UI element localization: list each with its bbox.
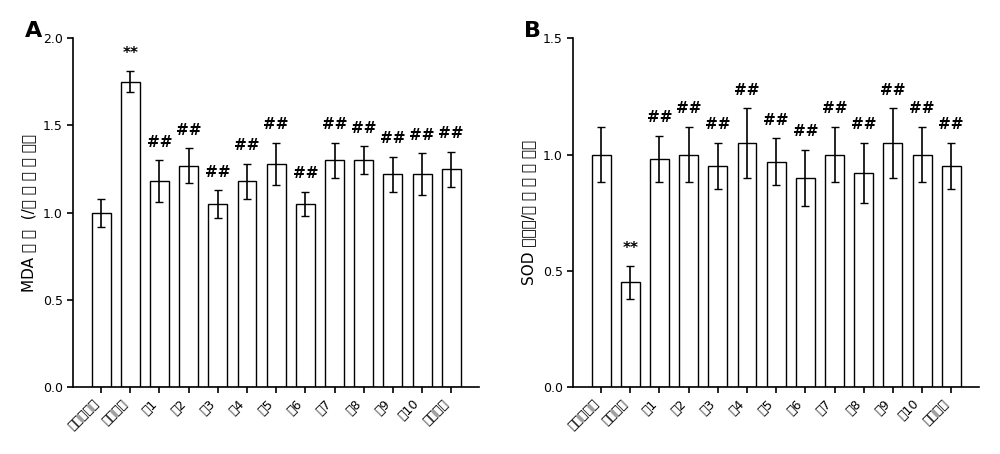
Bar bbox=[825, 154, 844, 387]
Bar bbox=[325, 160, 344, 387]
Bar bbox=[592, 154, 611, 387]
Bar bbox=[150, 181, 169, 387]
Text: ##: ## bbox=[938, 118, 964, 133]
Bar bbox=[383, 174, 402, 387]
Text: ##: ## bbox=[409, 128, 435, 143]
Bar bbox=[179, 166, 198, 387]
Text: ##: ## bbox=[705, 118, 731, 133]
Bar bbox=[650, 159, 669, 387]
Text: ##: ## bbox=[763, 113, 789, 128]
Bar bbox=[796, 178, 815, 387]
Bar bbox=[267, 164, 286, 387]
Bar bbox=[738, 143, 756, 387]
Bar bbox=[679, 154, 698, 387]
Bar bbox=[942, 166, 961, 387]
Text: B: B bbox=[524, 21, 541, 41]
Bar bbox=[92, 212, 111, 387]
Text: ##: ## bbox=[176, 123, 201, 138]
Text: ##: ## bbox=[793, 124, 818, 139]
Text: ##: ## bbox=[234, 138, 260, 153]
Bar bbox=[413, 174, 432, 387]
Text: ##: ## bbox=[909, 101, 935, 116]
Text: ##: ## bbox=[293, 166, 318, 181]
Text: **: ** bbox=[622, 241, 638, 256]
Text: ##: ## bbox=[322, 118, 347, 133]
Text: ##: ## bbox=[351, 121, 376, 136]
Text: ##: ## bbox=[380, 131, 406, 147]
Bar bbox=[442, 169, 461, 387]
Bar bbox=[121, 82, 140, 387]
Y-axis label: MDA 水 平  (/空 白 对 照 组）: MDA 水 平 (/空 白 对 照 组） bbox=[21, 133, 36, 291]
Bar bbox=[296, 204, 315, 387]
Bar bbox=[767, 162, 786, 387]
Text: ##: ## bbox=[734, 83, 760, 98]
Bar bbox=[913, 154, 932, 387]
Bar bbox=[883, 143, 902, 387]
Text: A: A bbox=[24, 21, 42, 41]
Y-axis label: SOD 活性（/空 白 对 照 组）: SOD 活性（/空 白 对 照 组） bbox=[521, 140, 536, 285]
Text: ##: ## bbox=[438, 126, 464, 141]
Text: ##: ## bbox=[647, 110, 672, 125]
Text: ##: ## bbox=[851, 118, 876, 133]
Bar bbox=[238, 181, 256, 387]
Text: ##: ## bbox=[880, 83, 906, 98]
Text: ##: ## bbox=[147, 135, 172, 150]
Bar bbox=[708, 166, 727, 387]
Text: ##: ## bbox=[263, 118, 289, 133]
Text: ##: ## bbox=[676, 101, 701, 116]
Bar bbox=[208, 204, 227, 387]
Bar bbox=[621, 282, 640, 387]
Text: ##: ## bbox=[822, 101, 847, 116]
Text: **: ** bbox=[122, 46, 138, 61]
Bar bbox=[354, 160, 373, 387]
Bar bbox=[854, 173, 873, 387]
Text: ##: ## bbox=[205, 164, 231, 179]
